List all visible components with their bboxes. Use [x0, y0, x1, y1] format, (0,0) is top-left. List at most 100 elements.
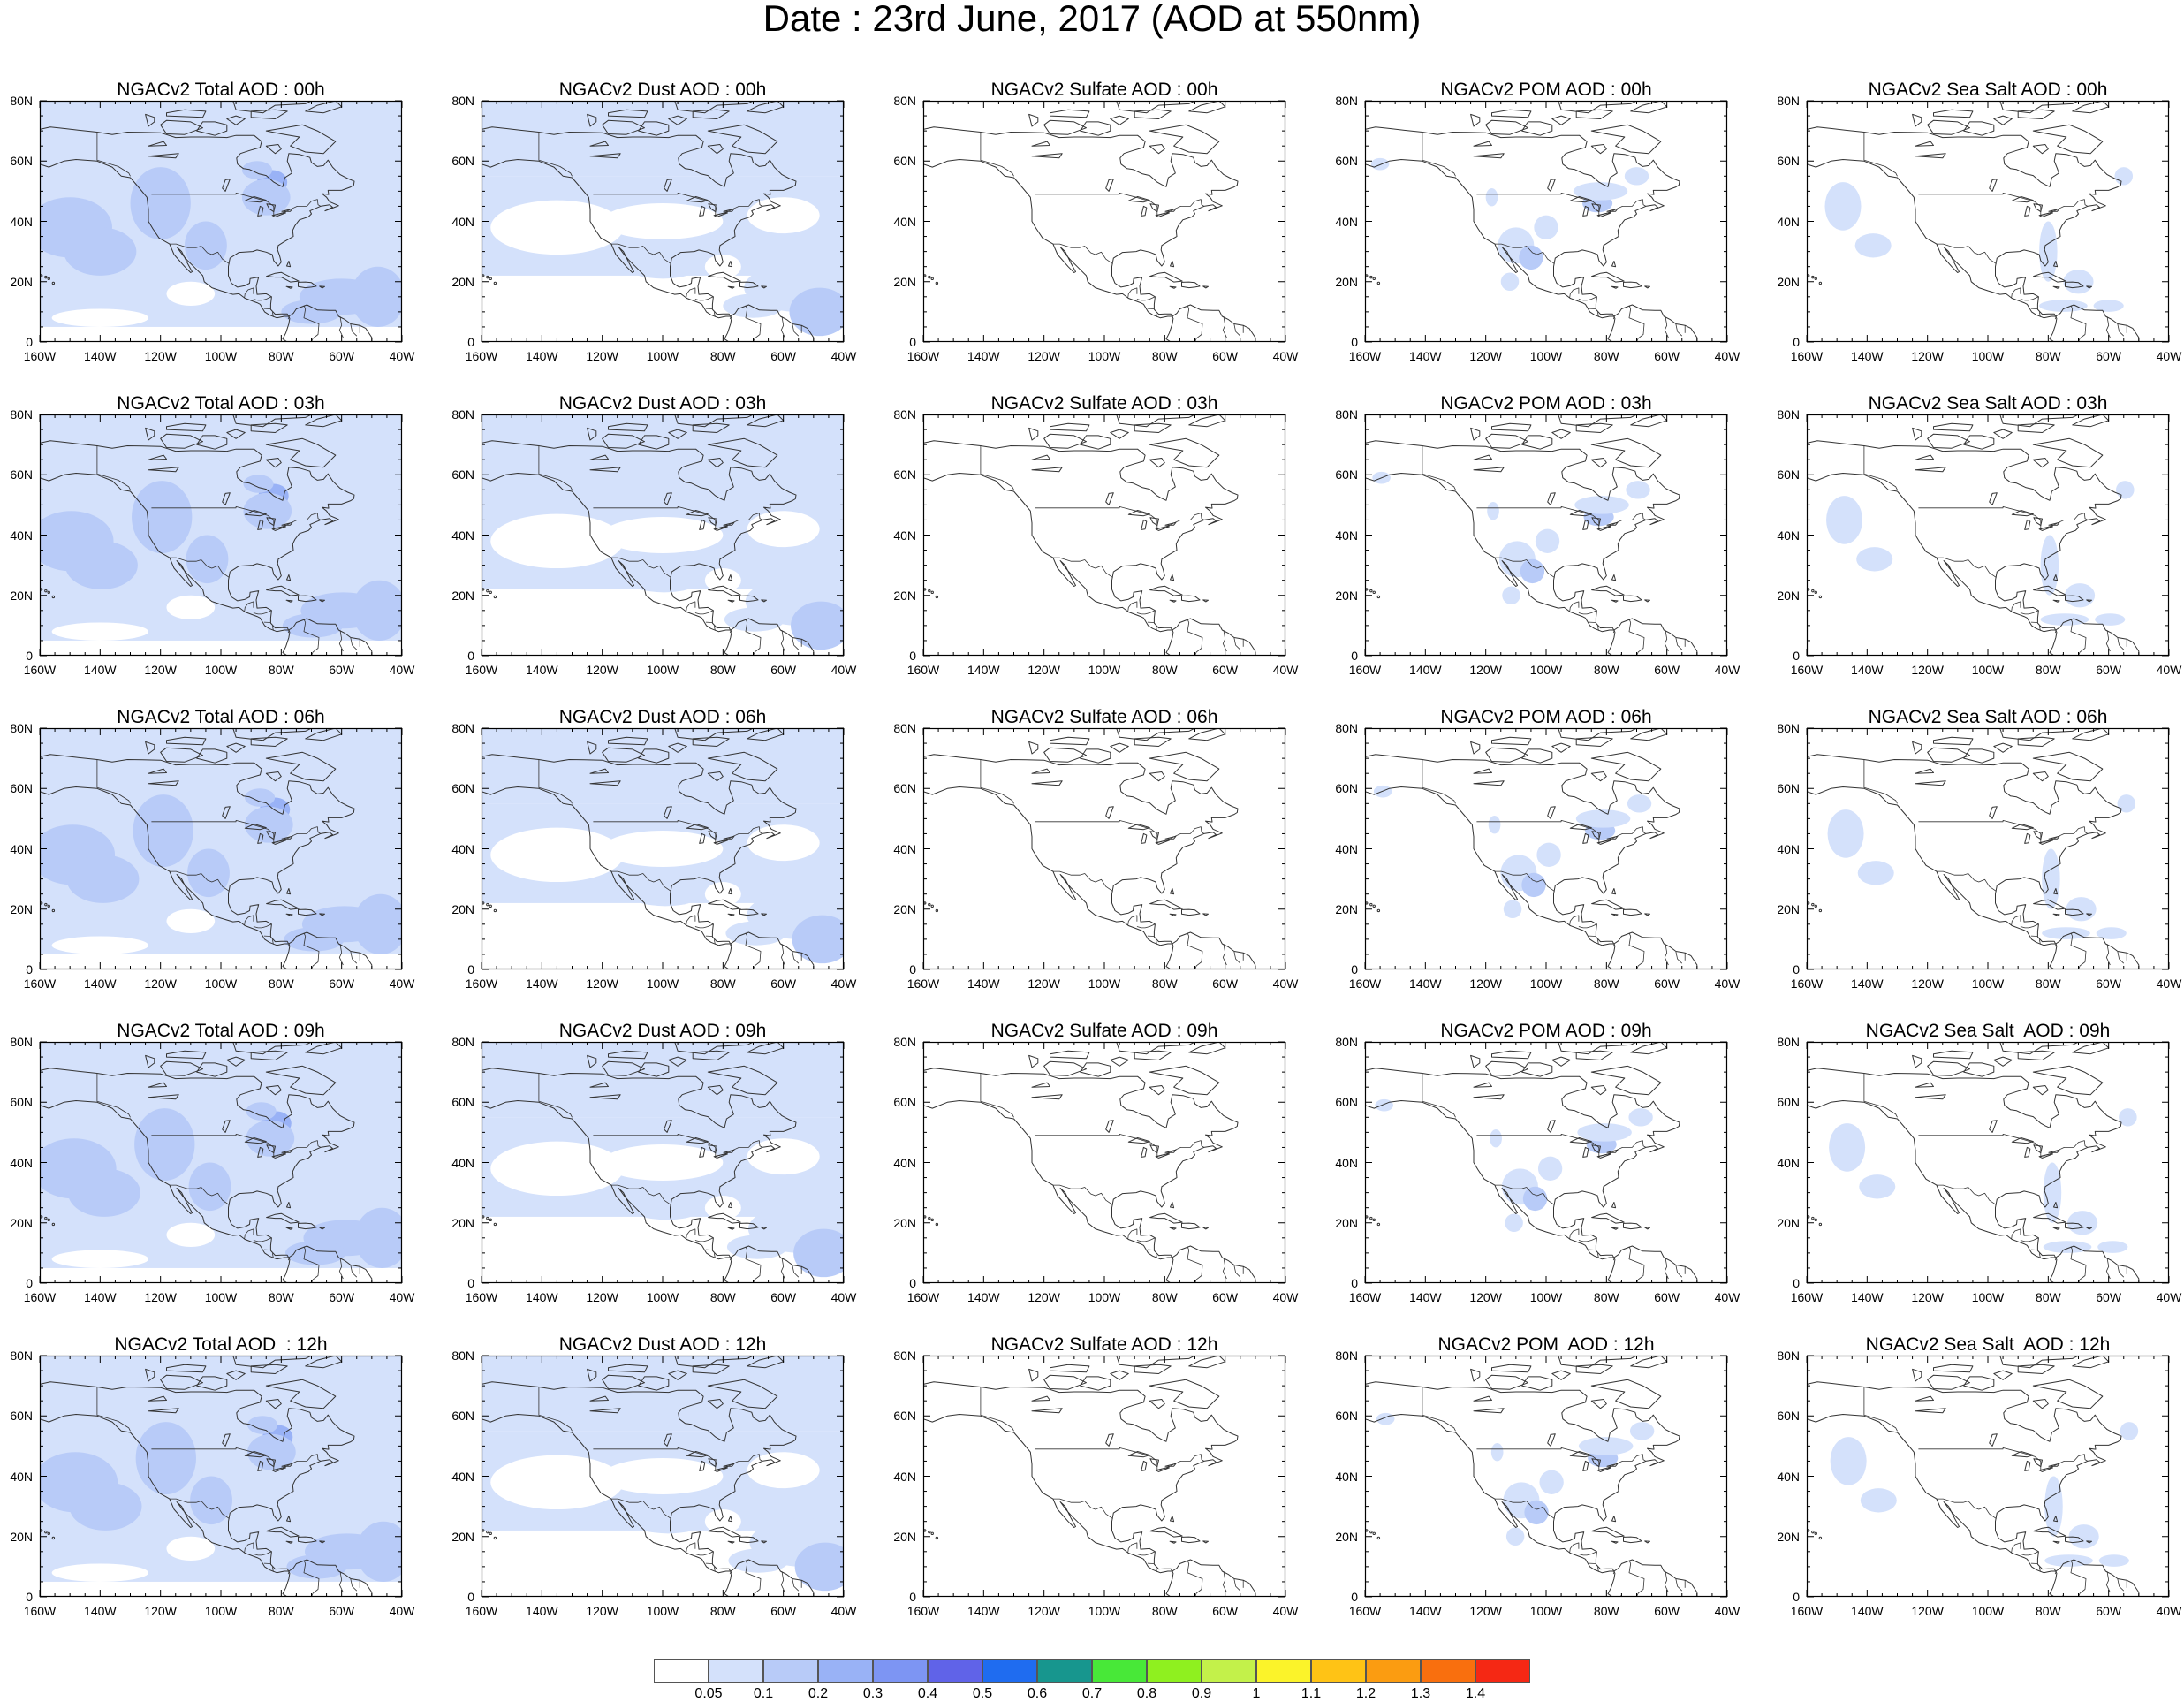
arctic-island: [707, 144, 724, 155]
lat-label: 80N: [10, 721, 33, 735]
lat-label: 40N: [10, 841, 33, 856]
country-border: [1222, 1571, 1227, 1593]
aod-clear-area: [166, 1222, 216, 1248]
arctic-island: [1521, 121, 1553, 136]
aod-plume: [282, 613, 344, 638]
lake-outline: [257, 832, 264, 844]
lon-label: 140W: [526, 1290, 558, 1304]
country-border: [272, 939, 274, 945]
caribbean-island: [1611, 1202, 1617, 1209]
country-border: [2039, 1253, 2041, 1258]
country-border: [2117, 1578, 2125, 1592]
country-border: [1578, 923, 1597, 929]
arctic-island: [668, 429, 687, 439]
country-border: [1936, 1498, 1997, 1519]
arctic-island: [1927, 1374, 1970, 1390]
lake-outline: [1989, 179, 1998, 192]
country-border: [2105, 1258, 2111, 1280]
colorbar-swatch: [709, 1659, 763, 1683]
lon-label: 100W: [1971, 1604, 2005, 1618]
country-border: [729, 629, 732, 634]
caribbean-island: [1591, 1212, 1625, 1224]
arctic-island: [1551, 1056, 1571, 1067]
map-svg: [39, 727, 403, 970]
map-svg: [1806, 1355, 2170, 1598]
lat-label: 60N: [451, 781, 474, 796]
panel-title: NGACv2 Sea Salt AOD : 00h: [1868, 80, 2108, 100]
aod-plume: [724, 607, 785, 632]
arctic-island: [707, 771, 724, 782]
arctic-island: [1116, 101, 1195, 114]
lat-label: 0: [26, 1590, 33, 1604]
lake-outline: [2011, 1451, 2034, 1458]
country-border: [1569, 1542, 1580, 1554]
caribbean-island: [708, 899, 741, 910]
country-border: [244, 287, 254, 299]
lake-outline: [1473, 1408, 1505, 1414]
hawaii-island: [493, 595, 497, 599]
lake-outline: [148, 454, 167, 460]
lon-label: 100W: [646, 976, 679, 991]
lat-label: 80N: [10, 1035, 33, 1049]
caribbean-island: [298, 595, 317, 603]
caribbean-island: [285, 1227, 293, 1230]
country-border: [1569, 1228, 1580, 1240]
lon-label: 40W: [830, 663, 857, 677]
arctic-island: [2072, 414, 2110, 428]
arctic-island: [160, 1060, 203, 1076]
aod-plume: [1860, 1488, 1897, 1513]
lon-label: 100W: [204, 349, 238, 363]
map-svg: [922, 727, 1286, 970]
coastline: [923, 1068, 1256, 1283]
map-area: 80N 60N 40N 20N 0 160W 140W 120W 100W 80W 60W 40W: [10, 408, 414, 676]
lat-label: 0: [1793, 1276, 1800, 1290]
lon-label: 40W: [389, 663, 415, 677]
lat-label: 40N: [451, 214, 474, 229]
arctic-island: [1590, 1399, 1607, 1409]
lake-outline: [699, 205, 706, 217]
aod-plume: [2039, 221, 2058, 282]
hawaii-island: [930, 1531, 934, 1536]
caribbean-island: [2052, 285, 2060, 289]
lat-label: 20N: [10, 274, 33, 289]
map-area: 80N 60N 40N 20N 0 160W 140W 120W 100W 80W 60W 40W: [893, 1349, 1298, 1617]
country-border: [792, 637, 800, 650]
aod-clear-area: [490, 827, 624, 883]
lat-label: 60N: [10, 781, 33, 796]
arctic-island: [602, 119, 645, 135]
aod-clear-area: [482, 1228, 542, 1278]
map-area: 80N 60N 40N 20N 0 160W 140W 120W 100W 80W 60W 40W: [1335, 1349, 1740, 1617]
arctic-island: [1993, 742, 2013, 753]
coastline: [923, 440, 1256, 656]
country-border: [1052, 870, 1113, 892]
aod-clear-area: [482, 915, 542, 964]
country-border: [338, 944, 344, 966]
lat-label: 0: [1793, 962, 1800, 976]
arctic-island: [2032, 771, 2049, 782]
map-area: 80N 60N 40N 20N 0 160W 140W 120W 100W 80W 60W 40W: [893, 722, 1298, 990]
lake-outline: [699, 832, 706, 844]
lon-label: 80W: [1151, 1604, 1178, 1618]
lon-label: 60W: [1212, 349, 1239, 363]
lake-outline: [1915, 1094, 1946, 1100]
caribbean-island: [298, 1222, 317, 1230]
lat-label: 20N: [10, 1215, 33, 1230]
arctic-island: [2017, 736, 2055, 747]
country-border: [2117, 1265, 2125, 1278]
country-border: [1664, 1571, 1669, 1593]
lat-label: 40N: [893, 1469, 916, 1484]
lake-outline: [1127, 1451, 1150, 1458]
lake-outline: [1031, 454, 1050, 460]
map-panel: NGACv2 Sulfate AOD : 09h 80N 60N 40N 20N 0 160…: [883, 1021, 1299, 1303]
lake-outline: [2024, 1460, 2031, 1471]
map-panel: NGACv2 POM AOD : 03h 80N 60N 40N 20N 0 160W 140…: [1325, 393, 1740, 676]
country-border: [694, 1551, 714, 1556]
hawaii-island: [1372, 1218, 1376, 1222]
lon-label: 60W: [1212, 976, 1239, 991]
lake-outline: [1473, 1395, 1492, 1402]
aod-clear-area: [482, 601, 542, 650]
aod-plume: [134, 1108, 195, 1181]
coastline: [40, 440, 373, 656]
country-border: [1127, 287, 1138, 299]
map-area: 80N 60N 40N 20N 0 160W 140W 120W 100W 80W 60W 40W: [1777, 408, 2181, 676]
